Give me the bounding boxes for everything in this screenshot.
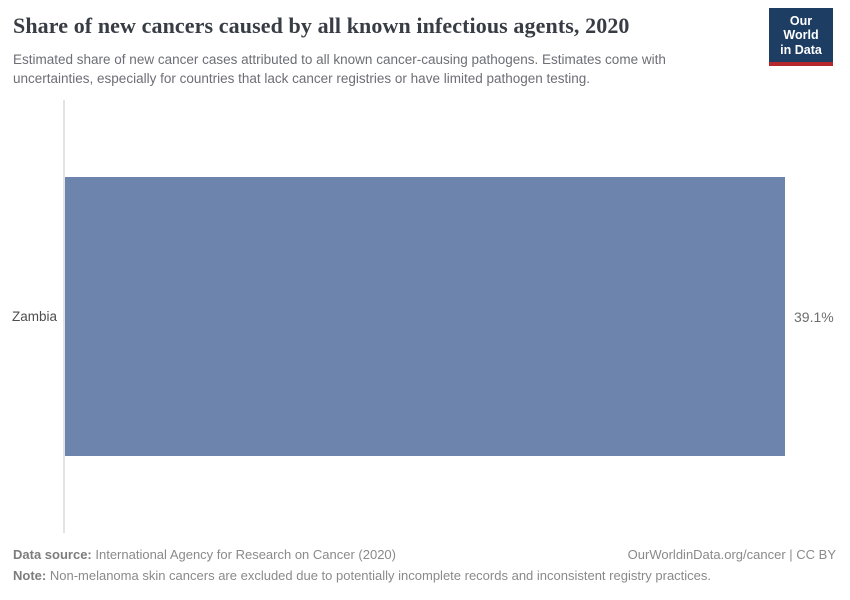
y-axis-line <box>63 100 65 533</box>
page-title: Share of new cancers caused by all known… <box>13 13 630 38</box>
bar-category-label: Zambia <box>11 309 57 324</box>
note-text: Non-melanoma skin cancers are excluded d… <box>49 567 712 583</box>
logo-line-2: in Data <box>780 42 822 57</box>
bar-zambia[interactable] <box>65 177 785 456</box>
owid-logo: Our World in Data <box>769 8 833 67</box>
chart-subtitle: Estimated share of new cancer cases attr… <box>13 52 666 87</box>
data-source-text: International Agency for Research on Can… <box>95 547 396 562</box>
note-label: Note: <box>13 567 47 583</box>
bar-chart: Zambia 39.1% <box>0 100 850 533</box>
note-line: Note: Non-melanoma skin cancers are excl… <box>13 567 836 586</box>
license-link[interactable]: OurWorldinData.org/cancer | CC BY <box>627 547 836 562</box>
data-source-label: Data source: <box>13 547 92 562</box>
bar-value-label: 39.1% <box>794 308 834 325</box>
chart-footer: Data source: International Agency for Re… <box>13 546 836 586</box>
data-source-line: Data source: International Agency for Re… <box>13 546 396 565</box>
logo-line-1: Our World <box>783 14 819 43</box>
bar-track <box>65 177 785 456</box>
